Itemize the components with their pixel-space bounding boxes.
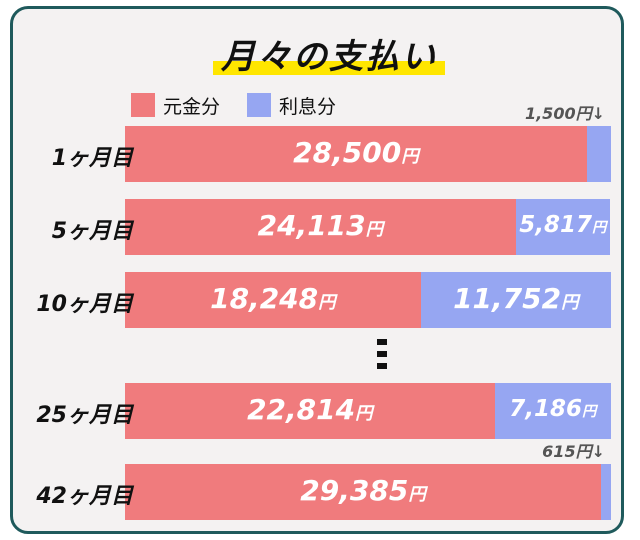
- data-label-interest-value: 11,752: [453, 282, 562, 315]
- ellipsis-dash: [377, 351, 387, 357]
- data-label-principal-unit: 円: [408, 485, 426, 505]
- legend-label-interest: 利息分: [279, 95, 337, 118]
- chart-title: 月々の支払い: [221, 37, 437, 77]
- chart-card: 月々の支払い 元金分 利息分 28,500円 1,500円↓ 24,113円 5,81…: [10, 6, 624, 534]
- bar-principal: [125, 272, 421, 328]
- data-label-interest-value: 5,817: [519, 212, 592, 238]
- data-label-principal-unit: 円: [401, 147, 419, 167]
- category-label: 10ヶ月目: [36, 292, 133, 317]
- data-label-principal: 28,500円: [125, 136, 587, 169]
- legend-swatch-principal: [131, 93, 155, 117]
- ellipsis-dash: [377, 363, 387, 369]
- data-label-principal-unit: 円: [355, 404, 373, 424]
- data-label-interest-note-unit: 円↓: [575, 104, 605, 123]
- data-label-interest-note-value: 1,500: [524, 104, 576, 123]
- data-label-principal-value: 22,814: [247, 393, 356, 426]
- bar-principal: [125, 383, 495, 439]
- data-label-interest: 5,817円: [516, 212, 610, 238]
- data-label-interest: 11,752円: [421, 282, 611, 315]
- category-label: 1ヶ月目: [51, 146, 133, 171]
- data-label-principal-value: 29,385: [300, 474, 409, 507]
- bar-interest: [515, 199, 610, 255]
- bar-interest: [420, 272, 611, 328]
- data-label-interest-value: 7,186: [509, 396, 583, 422]
- data-label-interest-unit: 円: [591, 220, 607, 236]
- legend-swatch-interest: [247, 93, 271, 117]
- data-label-interest: 7,186円: [495, 396, 611, 422]
- data-label-interest-unit: 円: [582, 404, 597, 420]
- data-label-interest-note: 1,500円↓: [525, 100, 605, 124]
- bar-principal: [125, 464, 602, 520]
- legend-interest: 利息分: [247, 93, 337, 118]
- data-label-principal-value: 24,113: [257, 209, 366, 242]
- bar-principal: [125, 126, 587, 182]
- data-label-principal-unit: 円: [365, 220, 384, 240]
- legend-label-principal: 元金分: [163, 95, 221, 118]
- data-label-principal-value: 18,248: [210, 282, 319, 315]
- data-label-principal-value: 28,500: [293, 136, 402, 169]
- ellipsis-dash: [377, 339, 387, 345]
- legend-principal: 元金分: [131, 93, 221, 118]
- data-label-principal-unit: 円: [318, 293, 336, 313]
- bar-interest: [494, 383, 611, 439]
- bar-interest: [601, 464, 611, 520]
- data-label-interest-note: 615円↓: [542, 438, 605, 462]
- data-label-interest-unit: 円: [561, 293, 579, 313]
- bar-interest: [586, 126, 611, 182]
- data-label-interest-note-value: 615: [542, 442, 576, 461]
- category-label: 25ヶ月目: [36, 403, 133, 428]
- data-label-principal: 18,248円: [125, 282, 421, 315]
- bar-principal: [125, 199, 516, 255]
- chart-title-group: 月々の支払い: [213, 29, 445, 77]
- data-label-principal: 24,113円: [125, 209, 516, 242]
- data-label-principal: 22,814円: [125, 393, 495, 426]
- data-label-principal: 29,385円: [125, 474, 601, 507]
- data-label-interest-note-unit: 円↓: [575, 442, 605, 461]
- category-label: 42ヶ月目: [36, 484, 133, 509]
- title-highlight: [213, 61, 445, 75]
- category-label: 5ヶ月目: [51, 219, 133, 244]
